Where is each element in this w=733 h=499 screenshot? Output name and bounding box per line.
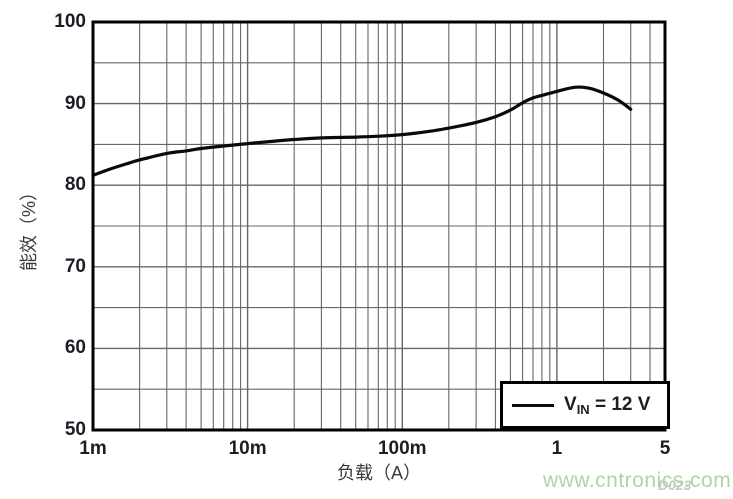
legend-line-sample xyxy=(512,403,554,407)
watermark-text: www.cntronics.com xyxy=(543,469,732,492)
x-axis-title: 负载（A） xyxy=(336,463,421,483)
y-axis-title: 能效（%） xyxy=(19,183,39,272)
figure-code: D023 xyxy=(658,477,692,493)
legend-var-subscript: IN xyxy=(576,401,590,417)
efficiency-curve xyxy=(91,85,633,177)
legend-label: VIN = 12 V xyxy=(564,394,650,417)
legend-var: V xyxy=(564,393,577,415)
legend-value: = 12 V xyxy=(589,393,651,415)
legend-box: VIN = 12 V xyxy=(500,381,670,429)
